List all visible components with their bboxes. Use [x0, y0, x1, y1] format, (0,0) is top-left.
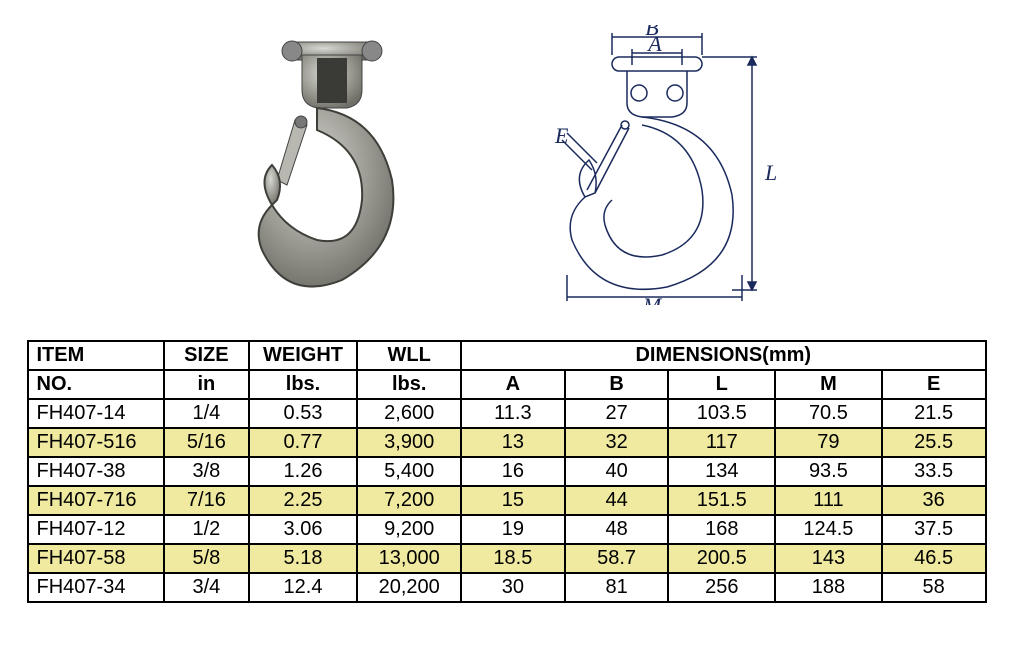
table-cell: 15	[461, 486, 565, 515]
h-e: E	[882, 370, 986, 399]
table-cell: 44	[565, 486, 669, 515]
table-cell: 48	[565, 515, 669, 544]
table-cell: 37.5	[882, 515, 986, 544]
table-cell: 5/16	[164, 428, 249, 457]
table-cell: 5,400	[357, 457, 461, 486]
h-no: NO.	[28, 370, 165, 399]
table-row: FH407-7167/162.257,2001544151.511136	[28, 486, 986, 515]
table-cell: 13	[461, 428, 565, 457]
table-cell: 3,900	[357, 428, 461, 457]
table-cell: 32	[565, 428, 669, 457]
table-cell: 9,200	[357, 515, 461, 544]
table-cell: 16	[461, 457, 565, 486]
table-cell: 200.5	[668, 544, 775, 573]
table-cell: 11.3	[461, 399, 565, 428]
dim-label-l: L	[764, 160, 777, 185]
h-size: SIZE	[164, 341, 249, 370]
hook-diagram: B A L M E	[517, 25, 797, 305]
table-cell: 3.06	[249, 515, 358, 544]
table-cell: FH407-34	[28, 573, 165, 602]
table-cell: 134	[668, 457, 775, 486]
dim-label-m: M	[641, 293, 662, 305]
table-cell: 256	[668, 573, 775, 602]
table-cell: 30	[461, 573, 565, 602]
table-cell: 58.7	[565, 544, 669, 573]
table-cell: 111	[775, 486, 882, 515]
dim-label-a: A	[646, 31, 662, 56]
header-row-2: NO. in lbs. lbs. A B L M E	[28, 370, 986, 399]
table-cell: 58	[882, 573, 986, 602]
header-row-1: ITEM SIZE WEIGHT WLL DIMENSIONS(mm)	[28, 341, 986, 370]
table-cell: 1/4	[164, 399, 249, 428]
table-cell: 1/2	[164, 515, 249, 544]
table-cell: 7/16	[164, 486, 249, 515]
hook-photo	[217, 30, 437, 300]
table-row: FH407-343/412.420,200308125618858	[28, 573, 986, 602]
table-row: FH407-5165/160.773,90013321177925.5	[28, 428, 986, 457]
table-row: FH407-585/85.1813,00018.558.7200.514346.…	[28, 544, 986, 573]
table-row: FH407-141/40.532,60011.327103.570.521.5	[28, 399, 986, 428]
table-cell: FH407-38	[28, 457, 165, 486]
table-cell: 143	[775, 544, 882, 573]
table-cell: 18.5	[461, 544, 565, 573]
table-cell: 93.5	[775, 457, 882, 486]
table-cell: 25.5	[882, 428, 986, 457]
table-cell: 36	[882, 486, 986, 515]
h-wll: WLL	[357, 341, 461, 370]
h-b: B	[565, 370, 669, 399]
table-cell: 19	[461, 515, 565, 544]
h-dimensions: DIMENSIONS(mm)	[461, 341, 985, 370]
h-m: M	[775, 370, 882, 399]
table-cell: 21.5	[882, 399, 986, 428]
table-cell: 12.4	[249, 573, 358, 602]
h-a: A	[461, 370, 565, 399]
table-cell: 151.5	[668, 486, 775, 515]
table-cell: 3/8	[164, 457, 249, 486]
table-cell: FH407-14	[28, 399, 165, 428]
dim-label-e: E	[554, 123, 569, 148]
table-cell: FH407-516	[28, 428, 165, 457]
table-cell: 7,200	[357, 486, 461, 515]
h-l: L	[668, 370, 775, 399]
h-item: ITEM	[28, 341, 165, 370]
table-cell: 103.5	[668, 399, 775, 428]
table-cell: 81	[565, 573, 669, 602]
table-cell: FH407-58	[28, 544, 165, 573]
table-cell: 5.18	[249, 544, 358, 573]
table-cell: 117	[668, 428, 775, 457]
h-in: in	[164, 370, 249, 399]
table-cell: 46.5	[882, 544, 986, 573]
table-cell: 2,600	[357, 399, 461, 428]
table-cell: 2.25	[249, 486, 358, 515]
table-cell: 124.5	[775, 515, 882, 544]
table-body: FH407-141/40.532,60011.327103.570.521.5F…	[28, 399, 986, 602]
table-row: FH407-121/23.069,2001948168124.537.5	[28, 515, 986, 544]
table-cell: 70.5	[775, 399, 882, 428]
table-cell: 20,200	[357, 573, 461, 602]
h-lbs2: lbs.	[357, 370, 461, 399]
spec-table: ITEM SIZE WEIGHT WLL DIMENSIONS(mm) NO. …	[27, 340, 987, 603]
table-cell: 0.77	[249, 428, 358, 457]
table-cell: 40	[565, 457, 669, 486]
h-weight: WEIGHT	[249, 341, 358, 370]
table-cell: 79	[775, 428, 882, 457]
table-cell: 1.26	[249, 457, 358, 486]
table-cell: 0.53	[249, 399, 358, 428]
table-cell: 33.5	[882, 457, 986, 486]
table-cell: 168	[668, 515, 775, 544]
table-cell: 5/8	[164, 544, 249, 573]
table-row: FH407-383/81.265,400164013493.533.5	[28, 457, 986, 486]
images-row: B A L M E	[20, 20, 993, 310]
table-cell: 188	[775, 573, 882, 602]
table-cell: 3/4	[164, 573, 249, 602]
table-cell: FH407-12	[28, 515, 165, 544]
table-cell: 27	[565, 399, 669, 428]
table-cell: FH407-716	[28, 486, 165, 515]
h-lbs1: lbs.	[249, 370, 358, 399]
table-cell: 13,000	[357, 544, 461, 573]
